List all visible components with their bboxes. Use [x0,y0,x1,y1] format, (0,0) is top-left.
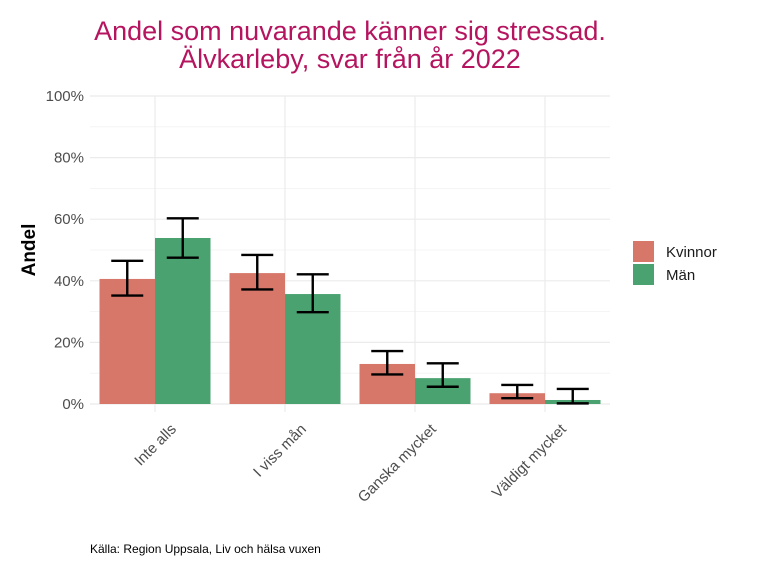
legend: Kvinnor Män [633,241,717,285]
legend-key-män [633,264,654,285]
x-axis: Inte alls I viss mån Ganska mycket Väldigt … [131,420,570,506]
y-tick-label: 80% [54,150,84,167]
error-bar [241,253,274,291]
y-tick-label: 40% [54,273,84,290]
error-bar [166,217,199,259]
legend-label: Kvinnor [666,244,717,261]
bars [99,237,601,404]
x-tick-label: Väldigt mycket [489,420,571,502]
y-tick-label: 100% [46,88,84,105]
y-tick-label: 60% [54,211,84,228]
error-bars [111,217,589,405]
error-bar [556,387,589,405]
chart-title: Andel som nuvarande känner sig stressad. [94,16,606,46]
bar-män [155,237,211,404]
error-bar [371,349,404,376]
error-bar [296,273,329,314]
error-bar [501,383,534,400]
chart-subtitle: Älvkarleby, svar från år 2022 [179,44,521,74]
y-tick-label: 20% [54,334,84,351]
y-axis-label: Andel [19,224,40,277]
x-tick-label: I viss mån [250,421,310,481]
y-tick-label: 0% [62,396,84,413]
legend-label: Män [666,267,695,284]
caption: Källa: Region Uppsala, Liv och hälsa vux… [90,542,321,556]
y-axis: 0% 20% 40% 60% 80% 100% [46,88,84,413]
error-bar [426,362,459,388]
error-bar [111,259,144,297]
legend-key-kvinnor [633,241,654,262]
x-tick-label: Inte alls [131,421,180,470]
bar-kvinnor [99,278,155,404]
x-tick-label: Ganska mycket [355,420,441,506]
bar-kvinnor [229,273,285,404]
